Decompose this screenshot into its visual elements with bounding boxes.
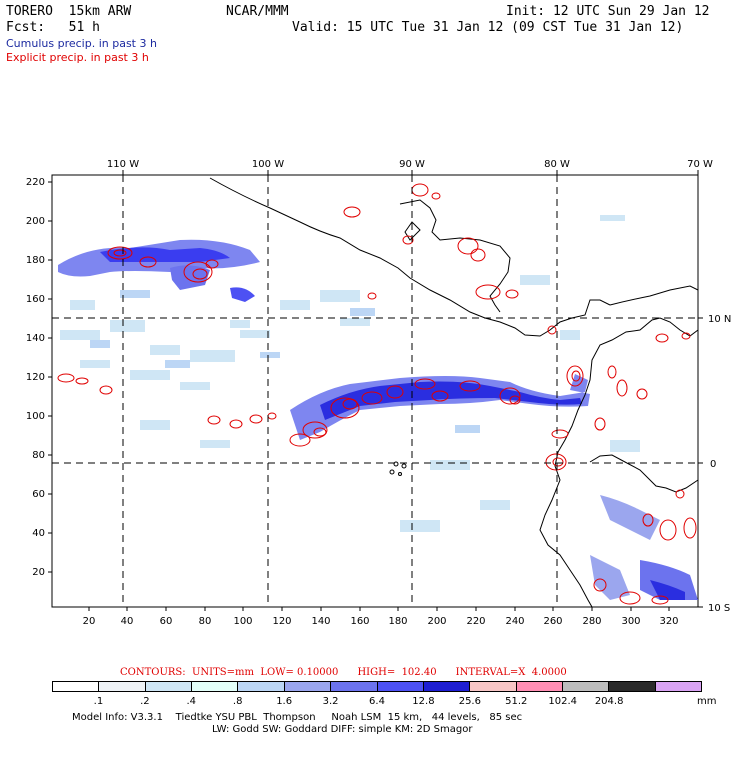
galapagos-islands: [389, 461, 407, 476]
organization-label: NCAR/MMM: [226, 4, 289, 19]
x-label: 140: [311, 616, 330, 627]
y-label: 20: [32, 567, 45, 578]
x-label: 80: [199, 616, 212, 627]
x-label: 280: [582, 616, 601, 627]
colorbar-swatch: [238, 682, 285, 691]
x-label: 260: [543, 616, 562, 627]
lat-label-10n: 10 N: [708, 314, 731, 325]
x-label: 320: [659, 616, 678, 627]
colorbar-swatch: [192, 682, 239, 691]
lon-label-70w: 70 W: [687, 159, 713, 170]
coastlines: [209, 177, 699, 608]
lon-label-90w: 90 W: [399, 159, 425, 170]
y-label: 200: [26, 216, 45, 227]
x-label: 220: [466, 616, 485, 627]
lon-label-80w: 80 W: [544, 159, 570, 170]
model-info-line2: LW: Godd SW: Goddard DIFF: simple KM: 2D…: [212, 724, 473, 735]
y-label: 60: [32, 489, 45, 500]
y-index-labels: 220 200 180 160 140 120 100 80 60 40 20: [26, 177, 52, 578]
colorbar-label: 1.6: [276, 696, 293, 707]
lat-label-10s: 10 S: [708, 603, 730, 614]
y-label: 180: [26, 255, 45, 266]
colorbar-swatch: [145, 682, 193, 691]
x-label: 20: [83, 616, 96, 627]
colorbar-swatch: [470, 682, 517, 691]
colorbar-swatch: [284, 682, 332, 691]
colorbar-swatch: [331, 682, 378, 691]
x-label: 40: [121, 616, 134, 627]
y-label: 80: [32, 450, 45, 461]
x-label: 300: [621, 616, 640, 627]
colorbar-swatch: [99, 682, 146, 691]
colorbar-label: .8: [232, 696, 243, 707]
y-label: 220: [26, 177, 45, 188]
y-label: 100: [26, 411, 45, 422]
colorbar-swatch: [655, 682, 702, 691]
lat-label-0: 0: [710, 459, 716, 470]
lon-label-110w: 110 W: [107, 159, 139, 170]
colorbar-label: 102.4: [548, 696, 578, 707]
legend-cumulus: Cumulus precip. in past 3 h: [6, 37, 157, 50]
light-blue-patches: [90, 290, 480, 433]
y-label: 160: [26, 294, 45, 305]
precip-map: 110 W 100 W 90 W 80 W 70 W 10 N 0 10 S 2…: [26, 159, 731, 627]
x-index-labels: 20 40 60 80 100 120 140 160 180 200 220 …: [83, 607, 679, 627]
colorbar-label: 25.6: [458, 696, 481, 707]
init-time: Init: 12 UTC Sun 29 Jan 12: [506, 4, 710, 19]
axis-ticks: [122, 170, 703, 608]
lat-lon-grid: [52, 175, 698, 607]
x-label: 180: [388, 616, 407, 627]
lon-label-100w: 100 W: [252, 159, 284, 170]
model-title: TORERO 15km ARW: [6, 4, 132, 19]
colorbar-label: 3.2: [322, 696, 339, 707]
x-label: 240: [505, 616, 524, 627]
colorbar-label: .1: [93, 696, 104, 707]
x-label: 160: [350, 616, 369, 627]
colorbar-label: 51.2: [505, 696, 528, 707]
colorbar-swatch: [516, 682, 563, 691]
legend-explicit: Explicit precip. in past 3 h: [6, 51, 149, 64]
y-label: 140: [26, 333, 45, 344]
y-label: 120: [26, 372, 45, 383]
colorbar-units: mm: [697, 696, 717, 707]
colorbar-swatch: [53, 682, 100, 691]
colorbar-label: 204.8: [594, 696, 624, 707]
light-precip-speckles: [60, 215, 640, 532]
colorbar-swatch: [562, 682, 610, 691]
colorbar-label: 6.4: [369, 696, 385, 707]
precip-colorbar: [52, 681, 702, 692]
colorbar-label: .2: [140, 696, 150, 707]
latitude-labels: 10 N 0 10 S: [708, 314, 731, 614]
colorbar-label: 12.8: [412, 696, 435, 707]
x-label: 120: [272, 616, 291, 627]
model-info-line1: Model Info: V3.3.1 Tiedtke YSU PBL Thomp…: [72, 712, 523, 723]
cumulus-precip-field: [58, 239, 698, 600]
longitude-labels: 110 W 100 W 90 W 80 W 70 W: [107, 159, 713, 170]
colorbar-swatch: [609, 682, 656, 691]
explicit-precip-contours: [57, 183, 697, 605]
colorbar-label: .4: [186, 696, 197, 707]
valid-time: Valid: 15 UTC Tue 31 Jan 12 (09 CST Tue …: [292, 20, 684, 35]
colorbar-swatch: [423, 682, 471, 691]
x-label: 60: [160, 616, 173, 627]
colorbar-swatch: [377, 682, 424, 691]
forecast-hour: Fcst: 51 h: [6, 20, 100, 35]
contour-info: CONTOURS: UNITS=mm LOW= 0.10000 HIGH= 10…: [120, 667, 567, 678]
x-label: 200: [427, 616, 446, 627]
y-label: 40: [32, 528, 45, 539]
x-label: 100: [233, 616, 252, 627]
